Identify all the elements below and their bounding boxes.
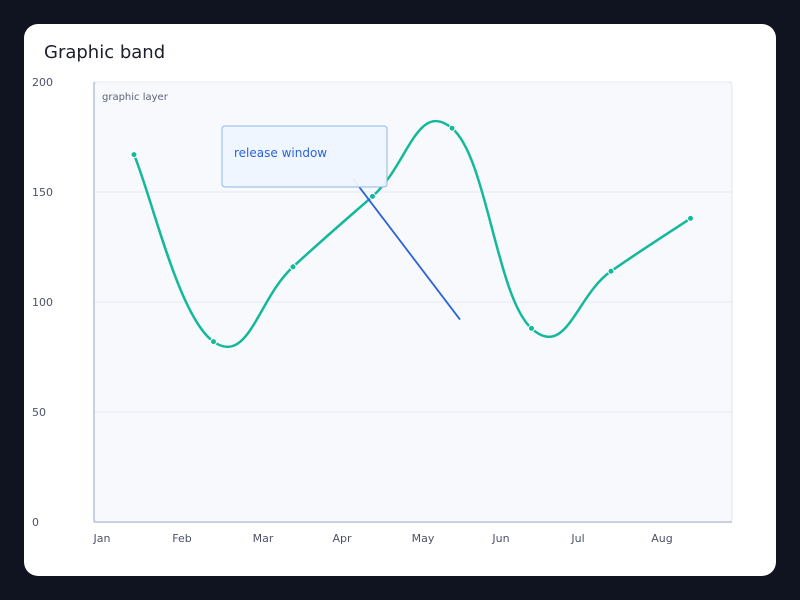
y-tick-label: 200 bbox=[32, 76, 53, 89]
graphic-layer-label: graphic layer bbox=[102, 92, 169, 103]
data-point bbox=[289, 263, 297, 271]
y-tick-label: 0 bbox=[32, 516, 39, 529]
data-point bbox=[687, 214, 694, 222]
chart-title: Graphic band bbox=[44, 42, 166, 63]
annotation-box bbox=[221, 125, 388, 188]
x-tick-label: Jan bbox=[93, 532, 111, 545]
x-tick-label: Aug bbox=[651, 532, 672, 545]
data-point bbox=[130, 151, 138, 159]
chart-card: Graphic band graphic layer 0 50 100 150 200 … bbox=[24, 24, 776, 576]
data-point bbox=[210, 338, 217, 346]
y-tick-label: 100 bbox=[32, 296, 53, 309]
data-point bbox=[369, 192, 376, 200]
x-tick-label: May bbox=[412, 532, 435, 545]
annotation-label: release window bbox=[234, 146, 327, 160]
x-tick-label: Mar bbox=[253, 532, 274, 545]
annotation-line bbox=[352, 178, 461, 321]
x-tick-label: Jul bbox=[570, 532, 584, 545]
data-point bbox=[528, 324, 535, 332]
data-point bbox=[607, 267, 615, 275]
x-tick-label: Jun bbox=[491, 532, 509, 545]
x-tick-label: Apr bbox=[332, 532, 352, 545]
chart-svg: graphic layer 0 50 100 150 200 Jan Feb Mar Apr M… bbox=[32, 76, 733, 545]
y-tick-label: 50 bbox=[32, 406, 46, 419]
y-tick-label: 150 bbox=[32, 186, 53, 199]
x-tick-label: Feb bbox=[172, 532, 191, 545]
data-point bbox=[448, 124, 456, 132]
